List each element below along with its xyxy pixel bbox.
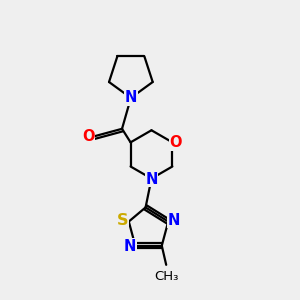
Text: O: O [82,129,94,144]
Text: N: N [145,172,158,187]
Text: N: N [124,239,136,254]
Text: N: N [167,213,180,228]
Text: O: O [170,135,182,150]
Text: CH₃: CH₃ [154,269,178,283]
Text: N: N [125,90,137,105]
Text: S: S [117,214,128,229]
